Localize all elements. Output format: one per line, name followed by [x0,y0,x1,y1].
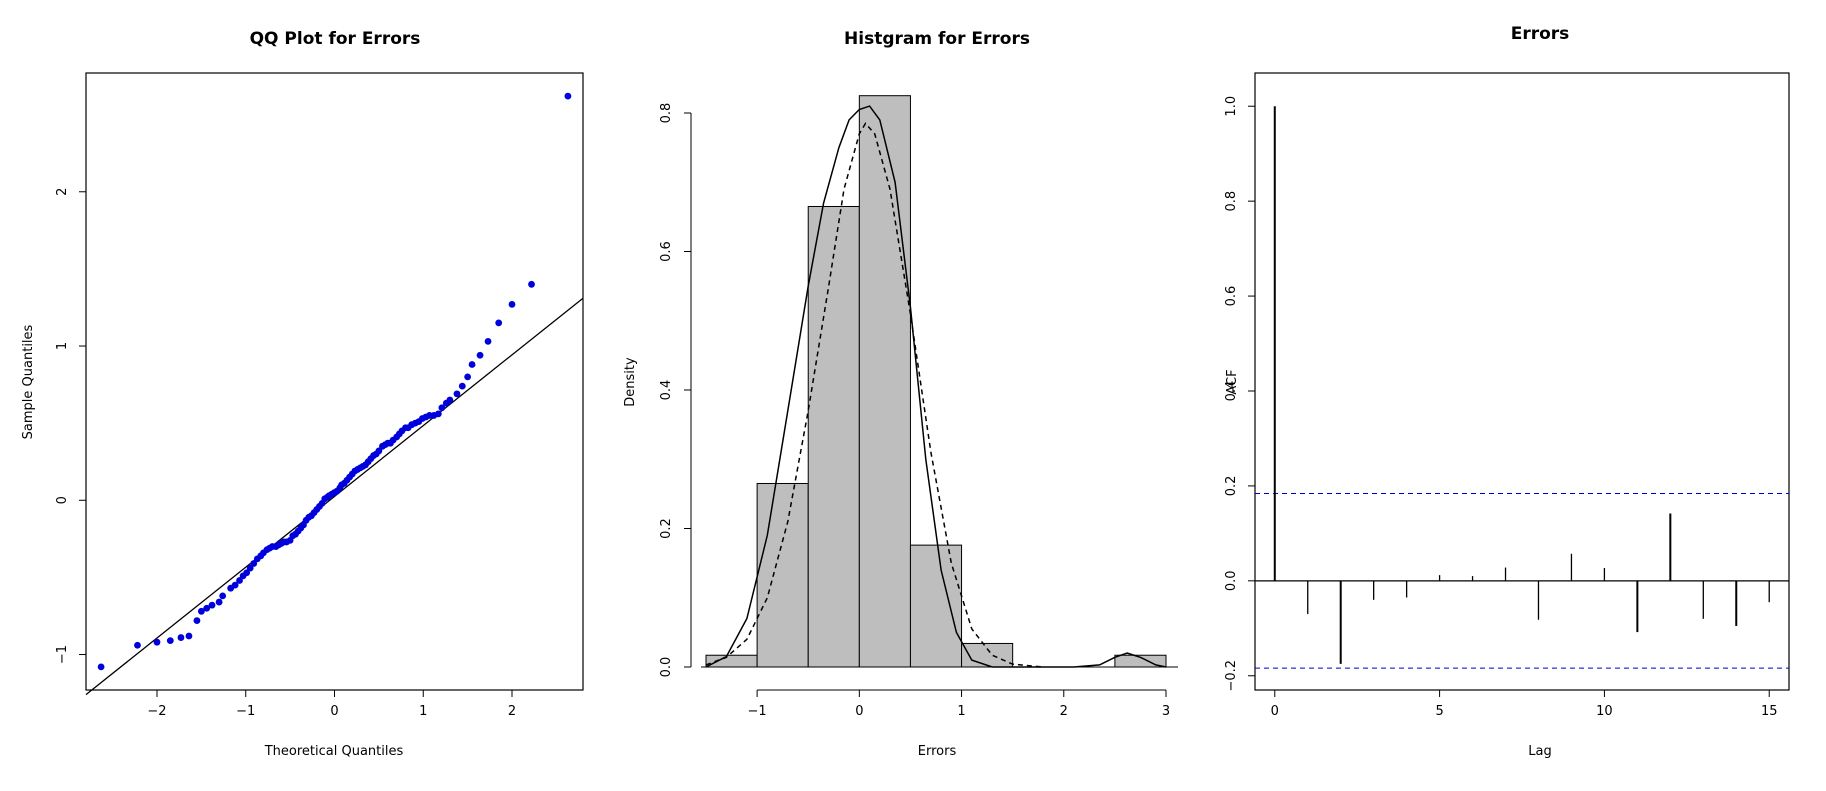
qq-point [215,598,223,606]
hist-y-tick-label: 0.0 [659,657,674,678]
acf-y-tick-label: 0.6 [1224,286,1239,307]
acf-x-tick-label: 5 [1435,704,1443,719]
acf-y-tick-label: −0.2 [1224,660,1239,692]
hist-bar [705,654,758,668]
qq-point [153,638,161,646]
hist-x-tick-label: 3 [1162,704,1170,719]
acf-y-tick-label: 0.0 [1224,570,1239,591]
qq-reference-line [85,297,584,696]
acf-y-tick-label: 0.4 [1224,381,1239,402]
qq-y-tick-label: 1 [55,342,70,350]
qq-x-tick-label: −2 [147,704,166,719]
hist-x-tick-label: 1 [957,704,965,719]
qq-title: QQ Plot for Errors [250,29,421,49]
qq-ylabel: Sample Quantiles [21,324,36,439]
qq-point [484,337,492,345]
qq-plot-frame [85,72,584,691]
hist-bar [756,482,809,668]
hist-ylabel: Density [623,357,638,407]
acf-x-tick-label: 0 [1271,704,1279,719]
qq-point [219,592,227,600]
qq-x-tick-label: 1 [419,704,427,719]
hist-density-curve [705,105,1167,668]
qq-point [250,560,258,567]
qq-point [446,396,454,404]
qq-point [495,319,503,327]
acf-y-tick-label: 1.0 [1224,96,1239,117]
acf-x-tick-label: 15 [1761,704,1778,719]
qq-panel: QQ Plot for Errors −2 −1 0 1 2 −1 0 1 2 Theoreti… [21,29,584,759]
qq-point [97,663,105,671]
qq-point [476,351,484,359]
qq-y-tick-label: 0 [55,496,70,504]
qq-data-layer: −2 −1 0 1 2 −1 0 1 2 [55,92,584,719]
qq-point [458,382,466,390]
acf-y-tick-label: 0.8 [1224,191,1239,212]
hist-x-tick-label: −1 [748,704,767,719]
acf-y-tick-label: 0.2 [1224,476,1239,497]
hist-panel: Histgram for Errors −1 0 1 2 3 0.0 0.2 0.4 0.6 0.… [623,29,1178,759]
acf-title: Errors [1511,24,1570,44]
hist-x-tick-label: 2 [1060,704,1068,719]
hist-y-tick-label: 0.6 [659,241,674,262]
hist-y-tick-label: 0.8 [659,103,674,124]
qq-point [246,564,254,572]
qq-point [134,641,141,649]
acf-xlabel: Lag [1528,744,1551,759]
hist-normal-curve [705,122,1044,668]
qq-point [197,607,205,615]
qq-point [166,637,174,645]
qq-point [564,92,572,100]
hist-bar [1114,654,1167,668]
qq-y-tick-label: −1 [55,645,70,664]
acf-data-layer: 0 5 10 15 −0.2 0.0 0.2 0.4 0.6 0.8 1.0 [1224,96,1789,719]
qq-point [236,577,243,584]
qq-point [508,300,516,308]
hist-bar [909,544,963,668]
acf-panel: Errors 0 5 10 15−0.20.00.20.40.60.81.0 Lag … [1224,24,1790,759]
qq-point [434,410,442,418]
qq-y-tick-label: 2 [55,188,70,196]
qq-x-tick-label: 0 [330,704,338,719]
hist-xlabel: Errors [918,744,957,759]
hist-y-tick-label: 0.4 [659,380,674,401]
qq-point [177,634,185,641]
acf-ylabel: ACF [1225,369,1240,394]
hist-data-layer: −1 0 1 2 3 0.0 0.2 0.4 0.6 0.8 [659,95,1178,719]
hist-x-tick-label: 0 [855,704,863,719]
qq-point [193,617,201,624]
qq-point [375,447,383,455]
hist-bar [807,205,860,668]
acf-plot-frame [1254,72,1790,691]
qq-xlabel: Theoretical Quantiles [264,744,404,759]
qq-point [208,601,216,609]
hist-bar [858,95,911,668]
qq-point [203,604,211,612]
qq-point [453,390,461,398]
qq-point [438,404,446,412]
qq-x-tick-label: 2 [508,704,516,719]
acf-x-tick-label: 10 [1596,704,1613,719]
hist-y-tick-label: 0.2 [659,518,674,539]
qq-x-tick-label: −1 [236,704,255,719]
qq-point [243,569,251,577]
qq-point [231,581,239,589]
hist-title: Histgram for Errors [844,29,1030,49]
qq-point [468,361,476,368]
qq-point [528,280,535,288]
qq-point [464,373,472,381]
qq-point [185,632,193,640]
